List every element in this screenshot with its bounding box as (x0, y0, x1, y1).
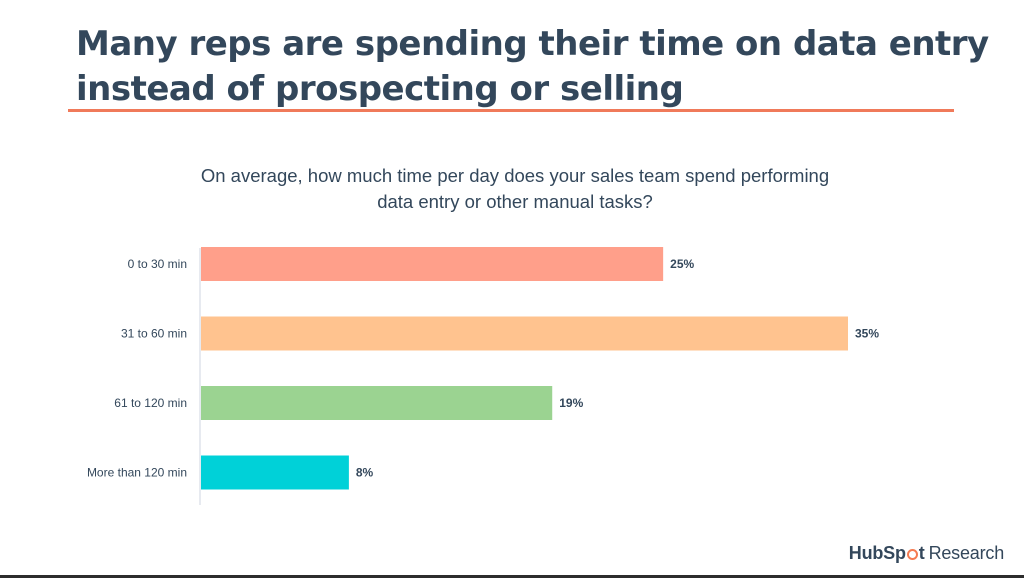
chart-question-line-1: On average, how much time per day does y… (200, 165, 830, 186)
category-label: More than 120 min (87, 466, 187, 480)
bottom-border (0, 575, 1024, 578)
chart-question: On average, how much time per day does y… (130, 163, 900, 215)
data-label: 19% (559, 396, 583, 410)
sprocket-icon (906, 549, 918, 560)
brand-t-text: t (918, 543, 925, 563)
headline: Many reps are spending their time on dat… (76, 22, 989, 112)
headline-underline (68, 109, 954, 112)
brand-hub-text: HubSp (848, 543, 906, 563)
headline-line-1: Many reps are spending their time on dat… (76, 24, 989, 64)
category-label: 31 to 60 min (121, 327, 187, 341)
data-label: 35% (855, 327, 879, 341)
bar (201, 455, 349, 490)
bar (201, 386, 553, 420)
brand-research-text: Research (928, 543, 1005, 563)
chart-question-line-2: data entry or other manual tasks? (377, 191, 653, 212)
bar (201, 316, 848, 351)
data-label: 8% (356, 466, 374, 480)
bar (201, 247, 664, 281)
data-label: 25% (670, 257, 694, 271)
hubspot-research-logo: HubSp t Research (849, 543, 1004, 564)
category-label: 61 to 120 min (114, 396, 187, 410)
category-label: 0 to 30 min (128, 257, 187, 271)
headline-line-2: instead of prospecting or selling (76, 69, 684, 109)
